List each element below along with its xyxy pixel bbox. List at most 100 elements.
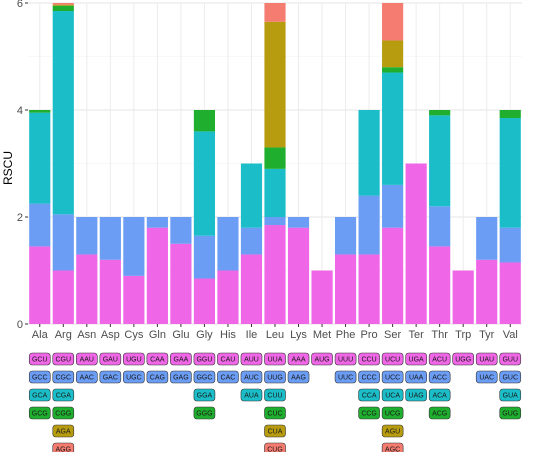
codon-box-agc [381,442,404,452]
codon-label-uuc: UUC [338,375,353,382]
bar-segment-ile-AUU [240,254,263,324]
bar-segment-leu-UUG [264,217,286,226]
bar-segment-leu-CUC [264,147,286,169]
codon-label-ggg: GGG [196,411,212,418]
codon-box-cca [358,388,380,402]
y-tick-label: 2 [17,212,23,224]
codon-box-cuu [264,388,286,402]
bar-segment-asn-AAU [76,254,98,324]
bar-segment-gln-CAG [146,217,168,228]
codon-box-caa [146,352,169,366]
bar-segment-ala-GCC [29,203,51,247]
codon-label-cga: CGA [56,393,72,400]
codon-box-ucg [381,406,404,420]
codon-box-ggu [193,352,216,366]
codon-box-aag [287,370,310,384]
codon-label-cua: CUA [268,429,283,436]
x-tick-label-thr: Thr [431,329,448,341]
y-tick-label: 4 [17,105,23,117]
bars-layer [29,3,521,324]
codon-box-uac [475,370,498,384]
codon-label-cgg: CGG [55,411,71,418]
codon-label-cug: CUG [267,447,283,452]
x-tick-label-ala: Ala [32,329,49,341]
bar-segment-arg-CGA [52,11,74,215]
codon-box-ggc [193,370,216,384]
x-tick-label-his: His [220,329,236,341]
codon-label-ccu: CCU [362,357,377,364]
codon-box-cga [52,388,75,402]
codon-box-gug [499,406,522,420]
x-tick-label-val: Val [503,329,518,341]
bar-segment-ala-GCA [29,112,51,204]
codon-label-gga: GGA [197,393,213,400]
codon-box-acu [428,352,451,366]
bar-segment-ter-UGA [405,163,427,324]
axes-layer: 0 2 4 6 Ala Arg Asn Asp Cys Gln Glu Gly His Ile Leu Lys… [17,0,518,341]
y-axis-title: RSCU [1,151,15,185]
bar-segment-val-GUC [499,227,521,263]
codon-label-aag: AAG [291,375,306,382]
codon-label-uag: UAG [409,393,424,400]
bar-segment-lys-AAA [287,227,310,324]
x-tick-label-pro: Pro [361,329,378,341]
codon-label-aug: AUG [314,357,329,364]
codon-label-guc: GUC [502,375,518,382]
codon-label-cau: CAU [221,357,236,364]
codon-label-auc: AUC [244,375,259,382]
codon-label-aga: AGA [56,429,71,436]
bar-segment-arg-CGC [52,214,74,271]
y-tick-label: 6 [17,0,23,10]
bar-segment-ile-AUA [240,163,263,228]
x-tick-label-asn: Asn [77,329,96,341]
bar-segment-tyr-UAC [476,217,498,260]
bar-segment-glu-GAG [170,217,192,244]
codon-label-ucg: UCG [385,411,401,418]
codon-label-uaa: UAA [409,375,424,382]
codon-label-uac: UAC [479,375,494,382]
codon-label-uca: UCA [385,393,400,400]
codon-label-ggu: GGU [196,357,212,364]
codon-label-acu: ACU [432,357,447,364]
codon-label-agg: AGG [56,447,72,452]
bar-segment-lys-AAG [287,217,310,228]
bar-segment-ser-AGC [382,3,404,41]
bar-segment-arg-AGG [52,3,74,5]
codon-box-auc [240,370,263,384]
x-tick-label-gly: Gly [196,329,213,341]
bar-segment-gly-GGA [193,131,216,236]
codon-box-gua [499,388,522,402]
codon-box-agg [52,442,75,452]
codon-box-ccu [358,352,380,366]
codon-label-ugu: UGU [126,357,142,364]
codon-box-uag [405,388,427,402]
codon-label-cca: CCA [362,393,377,400]
x-tick-label-ile: Ile [246,329,258,341]
codon-box-gga [193,388,216,402]
codon-box-cag [146,370,169,384]
codon-box-ugc [123,370,145,384]
bar-segment-his-CAC [217,217,239,271]
codon-box-cug [264,442,286,452]
codon-box-uuc [334,370,357,384]
codon-label-cgc: CGC [56,375,72,382]
codon-label-caa: CAA [150,357,165,364]
codon-box-uca [381,388,404,402]
codon-label-aac: AAC [80,375,94,382]
bar-segment-phe-UUU [334,254,357,324]
codon-box-ugg [452,352,474,366]
x-tick-label-ser: Ser [384,329,401,341]
codon-box-ggg [193,406,216,420]
codon-label-ccg: CCG [361,411,377,418]
x-tick-label-arg: Arg [55,329,72,341]
bar-segment-ile-AUC [240,227,263,255]
codon-label-aua: AUA [244,393,259,400]
codon-label-gcu: GCU [32,357,48,364]
bar-segment-pro-CCA [358,110,380,196]
codon-label-agc: AGC [385,447,400,452]
bar-segment-thr-ACC [429,206,451,247]
x-tick-label-phe: Phe [336,329,356,341]
x-tick-label-asp: Asp [101,329,120,341]
codon-box-agu [381,424,404,438]
